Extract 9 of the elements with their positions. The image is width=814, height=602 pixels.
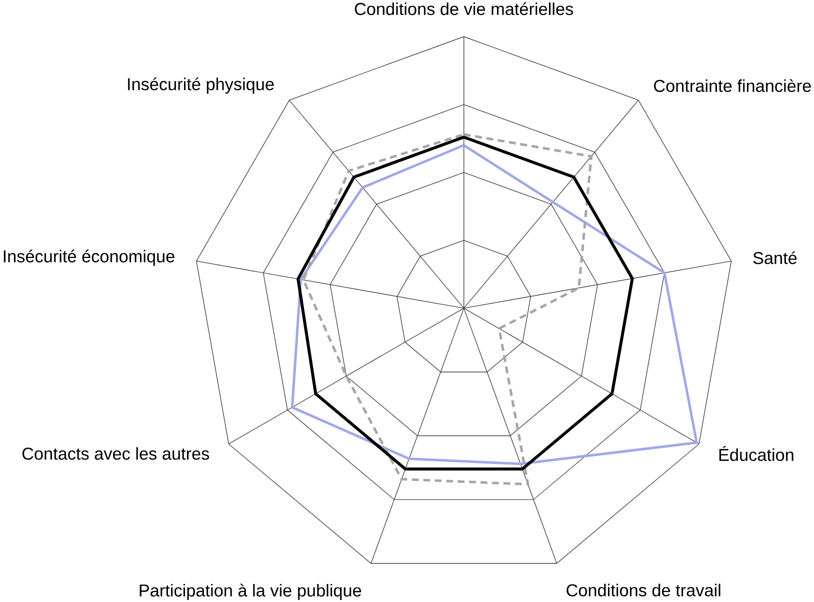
spoke-label: Conditions de vie matérielles (354, 2, 574, 15)
spoke-label: Insécurité économique (4, 249, 174, 266)
spoke-label: Contrainte financière (654, 79, 811, 92)
spoke-label: Santé (753, 251, 797, 264)
spoke-label: Participation à la vie publique (140, 584, 362, 600)
spoke-label: Conditions de travail (566, 584, 720, 596)
spoke-label: Contacts avec les autres (22, 447, 210, 460)
spoke-label: Insécurité physique (128, 77, 274, 94)
spoke-label: Éducation (719, 446, 794, 461)
